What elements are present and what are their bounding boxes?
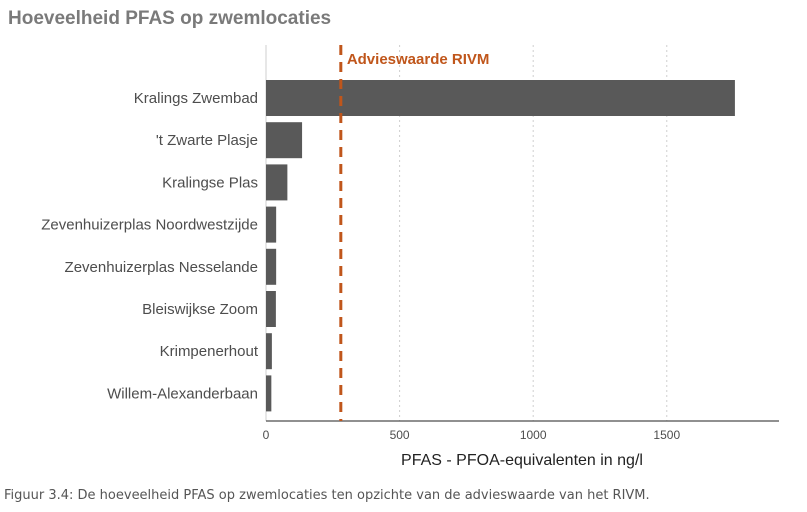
bars [266, 80, 735, 412]
x-tick-label-0: 0 [263, 428, 270, 442]
bar-4 [266, 248, 277, 285]
category-label-0: Kralings Zwembad [134, 90, 258, 107]
reference-line-group: Advieswaarde RIVM [339, 45, 490, 421]
pfas-bar-chart: Kralings Zwembad 't Zwarte Plasje Kralings… [41, 45, 779, 469]
category-label-4: Zevenhuizerplas Nesselande [65, 259, 258, 276]
category-labels: Kralings Zwembad 't Zwarte Plasje Kralings… [41, 90, 259, 402]
category-label-1: 't Zwarte Plasje [156, 132, 258, 149]
bar-5 [266, 291, 276, 327]
bar-2 [266, 164, 288, 201]
bar-6 [266, 333, 272, 370]
chart-title: Hoeveelheid PFAS op zwemlocaties [8, 8, 332, 29]
bar-3 [266, 206, 277, 243]
category-label-5: Bleiswijkse Zoom [142, 301, 258, 318]
figure-caption: Figuur 3.4: De hoeveelheid PFAS op zweml… [4, 488, 650, 503]
x-tick-label-500: 500 [390, 428, 410, 442]
bar-0 [266, 80, 735, 116]
category-label-6: Krimpenerhout [160, 343, 259, 360]
x-axis-title: PFAS - PFOA-equivalenten in ng/l [401, 452, 643, 469]
category-label-2: Kralingse Plas [162, 174, 258, 191]
bar-1 [266, 122, 303, 159]
category-label-3: Zevenhuizerplas Noordwestzijde [41, 217, 258, 234]
x-tick-label-1500: 1500 [653, 428, 680, 442]
x-axis: 0 500 1000 1500 [263, 420, 779, 442]
reference-line-label: Advieswaarde RIVM [347, 51, 490, 68]
bar-7 [266, 375, 272, 412]
x-tick-label-1000: 1000 [520, 428, 547, 442]
category-label-7: Willem-Alexanderbaan [107, 385, 258, 402]
